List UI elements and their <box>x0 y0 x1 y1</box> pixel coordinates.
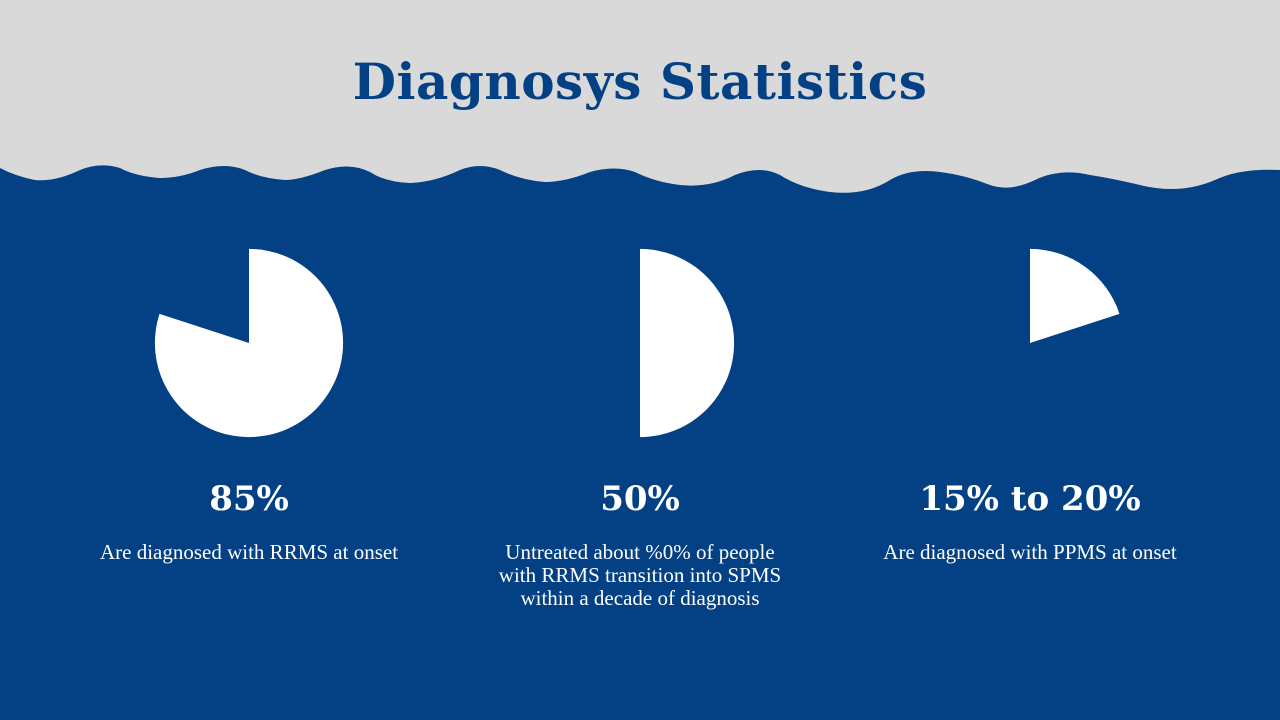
pie-chart <box>1030 248 1120 343</box>
header-wave-band <box>0 0 1280 193</box>
stat-value: 15% to 20% <box>919 479 1141 519</box>
pie-slice <box>154 248 344 438</box>
stat-value: 85% <box>209 479 289 519</box>
stat-card-spms: 50% Untreated about %0% of people with R… <box>470 245 810 610</box>
stat-caption: Untreated about %0% of people with RRMS … <box>498 540 782 610</box>
stat-value: 50% <box>600 479 680 519</box>
stat-card-ppms: 15% to 20% Are diagnosed with PPMS at on… <box>860 245 1200 564</box>
pie-chart <box>154 248 344 438</box>
stat-caption: Are diagnosed with RRMS at onset <box>99 540 399 564</box>
stat-card-rrms: 85% Are diagnosed with RRMS at onset <box>79 245 419 564</box>
pie-slice <box>640 248 735 438</box>
slide-title: Diagnosys Statistics <box>352 52 928 111</box>
header-wave-shape <box>0 0 1280 193</box>
pie-slice <box>1030 248 1120 343</box>
stat-caption: Are diagnosed with PPMS at onset <box>883 540 1177 564</box>
pie-chart <box>640 248 735 438</box>
